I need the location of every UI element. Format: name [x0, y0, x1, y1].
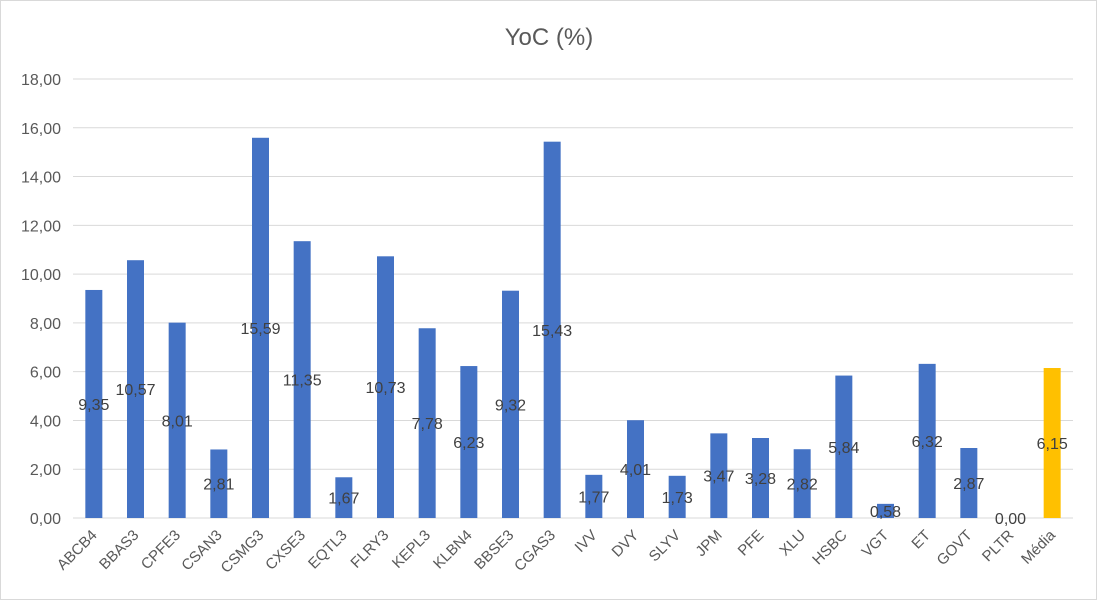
data-labels: 9,35 10,57 8,01 2,81 15,59 11,35 1,67 10,73 7,78…	[78, 321, 1068, 528]
y-axis-tick-labels: 0,00 2,00 4,00 6,00 8,00 10,00 12,00 14,00 16,00…	[21, 72, 61, 528]
bar	[710, 433, 728, 518]
x-tick-label: PLTR	[979, 527, 1017, 565]
x-tick-label: VGT	[858, 527, 892, 561]
x-tick-label: CXSE3	[262, 527, 309, 574]
data-label: 2,81	[203, 477, 234, 494]
data-label: 8,01	[162, 413, 193, 430]
x-tick-label: CSMG3	[218, 527, 268, 577]
data-label: 7,78	[412, 416, 443, 433]
bar	[377, 256, 394, 518]
bar	[668, 475, 686, 518]
x-axis-tick-labels: ABCB4BBAS3CPFE3CSAN3CSMG3CXSE3EQTL3FLRY3…	[54, 526, 1060, 576]
data-label: 11,35	[283, 373, 322, 390]
y-tick-label: 6,00	[30, 365, 61, 382]
data-label: 0,58	[870, 504, 901, 521]
data-label: 6,32	[912, 434, 943, 451]
y-tick-label: 18,00	[21, 72, 61, 89]
data-label: 1,77	[578, 489, 609, 506]
data-label: 2,87	[953, 476, 984, 493]
x-tick-label: SLYV	[646, 527, 684, 565]
data-label: 9,35	[78, 397, 109, 414]
bar	[85, 289, 103, 518]
bar	[418, 328, 436, 518]
chart-title: YoC (%)	[505, 24, 593, 51]
x-tick-label: ET	[908, 527, 934, 553]
x-tick-label: HSBC	[809, 527, 851, 569]
bar	[293, 241, 311, 519]
data-label: 10,57	[115, 382, 155, 399]
bar	[877, 503, 894, 518]
x-tick-label: PFE	[735, 527, 768, 560]
data-label: 3,28	[745, 471, 776, 488]
x-tick-label: KEPL3	[389, 527, 434, 572]
bar	[168, 322, 186, 518]
bar	[1043, 368, 1061, 518]
bar	[543, 141, 561, 518]
x-tick-label: Média	[1018, 526, 1059, 567]
data-label: 3,47	[703, 469, 734, 486]
bar	[752, 438, 769, 518]
data-label: 5,84	[828, 440, 859, 457]
data-label: 15,59	[240, 321, 280, 338]
data-label: 4,01	[620, 462, 651, 479]
x-tick-label: EQTL3	[305, 527, 351, 573]
bar	[793, 449, 811, 518]
bar	[127, 260, 144, 518]
bar	[835, 375, 853, 518]
data-label: 10,73	[365, 380, 405, 397]
x-tick-label: GOVT	[934, 527, 976, 569]
bar	[918, 363, 936, 518]
bars	[85, 137, 1061, 519]
y-tick-label: 2,00	[30, 462, 61, 479]
bar	[460, 366, 478, 518]
bar	[210, 449, 228, 518]
y-tick-label: 4,00	[30, 413, 61, 430]
x-tick-label: CPFE3	[138, 527, 184, 573]
bar	[585, 474, 603, 518]
y-tick-label: 0,00	[30, 511, 61, 528]
x-tick-label: DVY	[608, 527, 642, 561]
x-tick-label: KLBN4	[430, 527, 476, 573]
y-tick-label: 12,00	[21, 218, 61, 235]
bar	[627, 420, 644, 518]
x-tick-label: CGAS3	[511, 527, 559, 575]
data-label: 2,82	[787, 477, 818, 494]
bar	[960, 448, 978, 518]
bar	[502, 290, 519, 518]
bar	[335, 477, 353, 518]
y-tick-label: 14,00	[21, 170, 61, 187]
data-label: 6,23	[453, 435, 484, 452]
x-tick-label: BBAS3	[96, 527, 142, 573]
x-tick-label: JPM	[692, 527, 725, 560]
y-tick-label: 8,00	[30, 316, 61, 333]
x-tick-label: CSAN3	[178, 527, 225, 574]
y-tick-label: 16,00	[21, 121, 61, 138]
x-tick-label: IVV	[572, 527, 601, 556]
data-label: 9,32	[495, 397, 526, 414]
bar	[252, 137, 269, 518]
y-tick-label: 10,00	[21, 267, 61, 284]
x-tick-label: ABCB4	[54, 527, 101, 574]
data-label: 1,67	[328, 491, 359, 508]
x-tick-label: XLU	[776, 527, 809, 560]
gridlines	[73, 78, 1073, 519]
x-tick-label: FLRY3	[347, 527, 392, 572]
data-label: 1,73	[662, 490, 693, 507]
data-label: 15,43	[532, 323, 572, 340]
data-label: 6,15	[1037, 436, 1068, 453]
data-label: 0,00	[995, 511, 1026, 528]
x-tick-label: BBSE3	[471, 527, 517, 573]
